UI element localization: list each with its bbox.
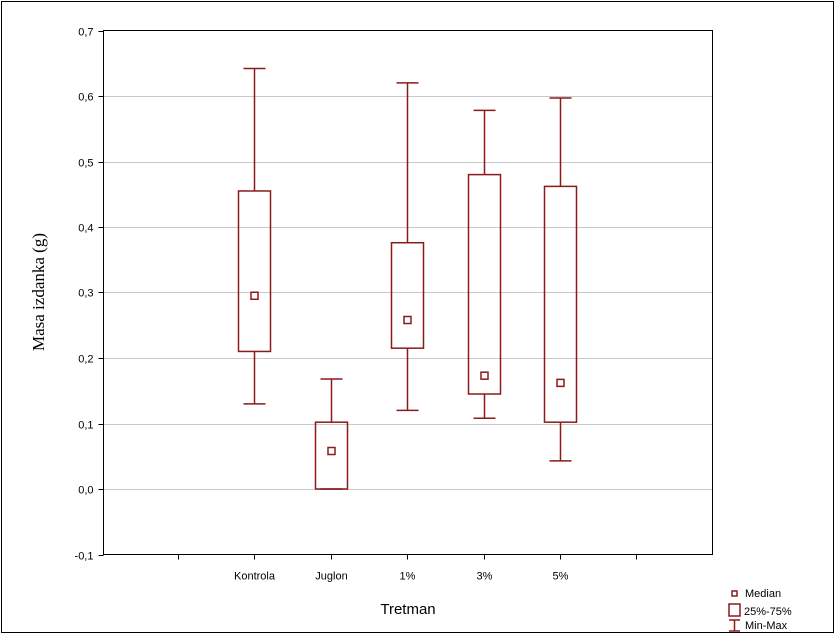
median-marker xyxy=(480,371,489,380)
median-marker xyxy=(327,446,336,456)
iqr-box xyxy=(467,173,502,395)
boxes xyxy=(237,67,578,490)
legend-quartiles-label: 25%-75% xyxy=(744,606,792,618)
y-tick-label: 0,4 xyxy=(78,223,93,235)
legend-entry-quartiles: 25%-75% xyxy=(728,603,792,618)
iqr-box xyxy=(543,185,578,423)
y-tick-label: 0,1 xyxy=(78,420,93,432)
legend-entry-median: Median xyxy=(731,588,781,600)
x-category-label: 3% xyxy=(477,571,493,583)
legend: Median 25%-75% Min-Max xyxy=(728,588,792,632)
median-marker xyxy=(556,378,565,388)
y-tick-label: 0,0 xyxy=(78,485,93,497)
x-category-label: 5% xyxy=(553,571,569,583)
iqr-box xyxy=(237,190,272,353)
x-axis-title: Tretman xyxy=(380,601,435,618)
y-tick-label: 0,6 xyxy=(78,92,93,104)
legend-median-marker xyxy=(731,590,738,597)
median-marker xyxy=(403,315,412,325)
iqr-box xyxy=(314,421,349,490)
legend-median-label: Median xyxy=(745,588,781,600)
box-group xyxy=(314,378,349,490)
x-category-label: 1% xyxy=(400,571,416,583)
legend-entry-range: Min-Max xyxy=(729,619,788,632)
iqr-box xyxy=(390,241,425,349)
y-tick-label: 0,2 xyxy=(78,354,93,366)
legend-box-marker xyxy=(728,603,741,617)
box-group xyxy=(543,97,578,462)
x-category-label: Juglon xyxy=(315,571,347,583)
box-group xyxy=(467,109,502,420)
x-axis-ticks: Kontrola Juglon 1% 3% 5% xyxy=(178,554,637,583)
legend-range-label: Min-Max xyxy=(745,620,788,632)
gridlines xyxy=(103,96,713,490)
y-tick-label: 0,3 xyxy=(78,288,93,300)
y-tick-label: -0,1 xyxy=(75,551,94,563)
y-axis-ticks: -0,1 0,0 0,1 0,2 0,3 0,4 0,5 0,6 0,7 xyxy=(75,27,104,563)
median-marker xyxy=(250,291,259,301)
x-category-label: Kontrola xyxy=(234,571,276,583)
box-group xyxy=(390,82,425,412)
y-tick-label: 0,5 xyxy=(78,158,93,170)
y-tick-label: 0,7 xyxy=(78,27,93,39)
y-axis-title: Masa izdanka (g) xyxy=(29,233,48,351)
box-group xyxy=(237,67,272,405)
